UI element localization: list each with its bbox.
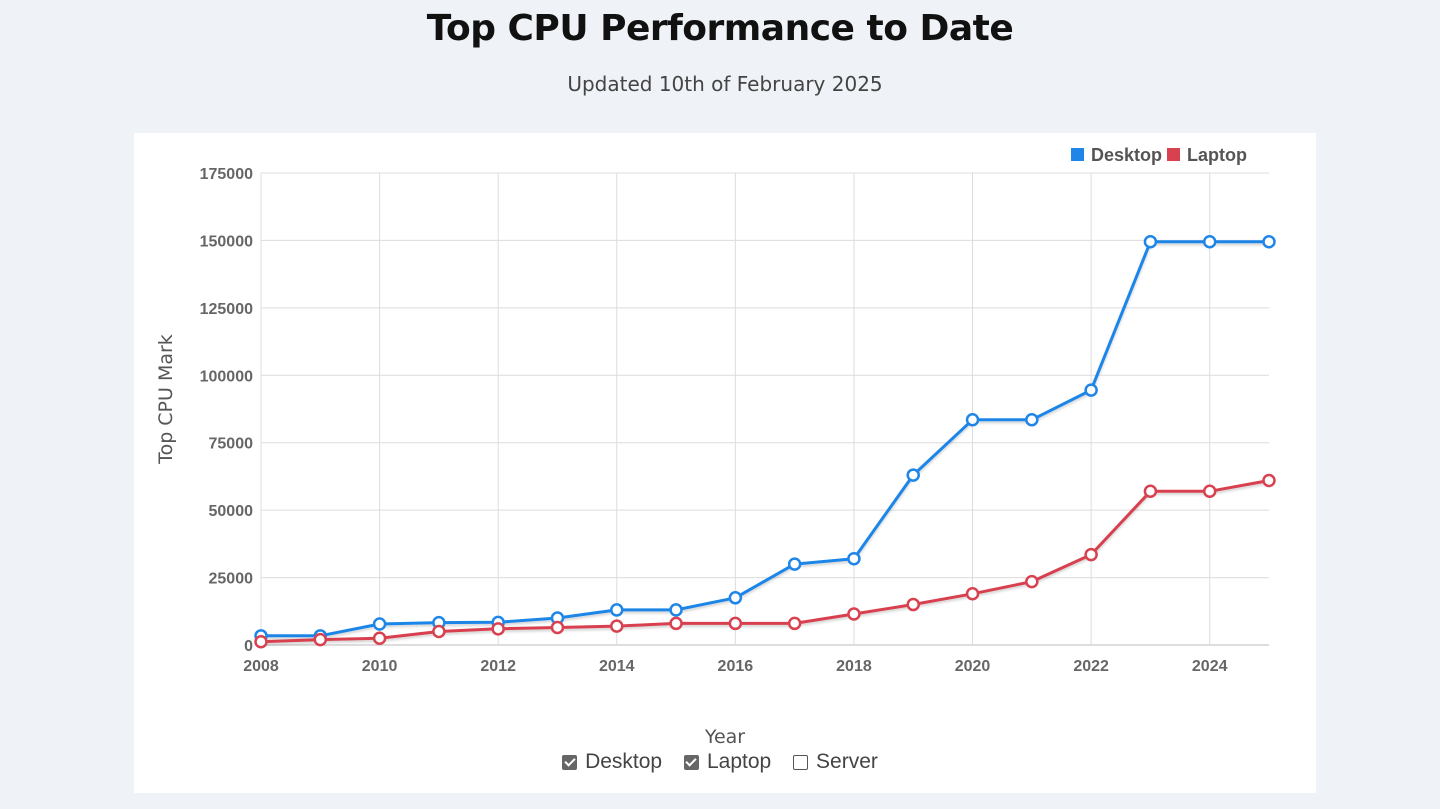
x-tick-label: 2024 bbox=[1192, 658, 1228, 675]
desktop-data-point bbox=[1084, 383, 1098, 397]
desktop-data-point bbox=[847, 551, 861, 566]
laptop-data-point bbox=[610, 619, 624, 633]
filter-desktop-label: Desktop bbox=[585, 750, 663, 773]
series-filter-bar: Desktop Laptop Server bbox=[0, 750, 1440, 776]
series bbox=[254, 235, 1276, 649]
chart-card: 0 25000 50000 75000 100000 125000 150000 175000… bbox=[134, 133, 1316, 793]
filter-server[interactable]: Server bbox=[793, 750, 878, 774]
laptop-data-point bbox=[1084, 547, 1098, 562]
y-tick-label: 175000 bbox=[200, 166, 253, 183]
laptop-data-point bbox=[787, 616, 802, 631]
y-tick-label: 75000 bbox=[209, 436, 254, 453]
laptop-data-point bbox=[432, 624, 446, 639]
desktop-data-point bbox=[787, 557, 802, 571]
laptop-data-point bbox=[728, 616, 743, 631]
desktop-data-point bbox=[610, 603, 624, 617]
x-tick-label: 2010 bbox=[362, 658, 398, 675]
y-axis-title: Top CPU Mark bbox=[155, 334, 177, 465]
y-tick-label: 50000 bbox=[209, 503, 254, 520]
filter-server-label: Server bbox=[816, 750, 878, 773]
laptop-checkbox[interactable] bbox=[683, 754, 699, 770]
x-tick-label: 2008 bbox=[243, 658, 279, 675]
laptop-data-point bbox=[1262, 473, 1276, 488]
grid bbox=[260, 172, 1269, 646]
laptop-data-point bbox=[669, 616, 683, 631]
desktop-data-point bbox=[1262, 235, 1276, 249]
line-chart: 0 25000 50000 75000 100000 125000 150000 175000… bbox=[155, 145, 1276, 748]
desktop-data-point bbox=[1143, 235, 1158, 249]
laptop-data-point bbox=[906, 597, 920, 612]
laptop-data-point bbox=[550, 620, 565, 635]
laptop-series-line bbox=[260, 479, 1270, 644]
desktop-series-line bbox=[261, 240, 1269, 638]
desktop-data-point bbox=[965, 413, 980, 427]
x-axis-title: Year bbox=[704, 726, 745, 748]
filter-laptop[interactable]: Laptop bbox=[683, 750, 772, 774]
y-tick-label: 125000 bbox=[200, 301, 253, 318]
desktop-data-point bbox=[906, 468, 920, 482]
laptop-data-point bbox=[313, 632, 328, 647]
laptop-data-point bbox=[254, 635, 268, 649]
desktop-data-point bbox=[728, 591, 743, 605]
desktop-data-point bbox=[669, 603, 683, 617]
server-checkbox[interactable] bbox=[793, 754, 809, 770]
x-tick-label: 2018 bbox=[836, 658, 872, 675]
legend[interactable]: Desktop Laptop bbox=[1071, 145, 1247, 165]
y-tick-label: 25000 bbox=[209, 571, 254, 588]
laptop-data-point bbox=[491, 622, 505, 636]
laptop-data-point bbox=[965, 587, 980, 601]
laptop-data-point bbox=[372, 631, 387, 646]
y-tick-label: 100000 bbox=[200, 368, 253, 385]
y-tick-label: 150000 bbox=[200, 233, 253, 250]
x-tick-label: 2012 bbox=[480, 658, 516, 675]
legend-label-laptop: Laptop bbox=[1187, 145, 1247, 165]
desktop-data-point bbox=[1202, 235, 1217, 249]
filter-laptop-label: Laptop bbox=[706, 750, 772, 773]
legend-swatch-desktop bbox=[1071, 148, 1084, 161]
legend-label-desktop: Desktop bbox=[1091, 145, 1162, 165]
page-title: Top CPU Performance to Date bbox=[426, 8, 1014, 49]
laptop-data-point bbox=[1025, 574, 1039, 589]
laptop-data-point bbox=[1202, 484, 1217, 499]
desktop-checkbox[interactable] bbox=[562, 754, 578, 770]
x-tick-label: 2022 bbox=[1073, 658, 1109, 675]
axes: 0 25000 50000 75000 100000 125000 150000 175000… bbox=[155, 166, 1228, 748]
x-tick-label: 2020 bbox=[955, 658, 991, 675]
legend-item-laptop[interactable]: Laptop bbox=[1167, 145, 1247, 165]
laptop-data-point bbox=[1143, 484, 1158, 499]
x-tick-label: 2014 bbox=[599, 658, 635, 675]
laptop-data-point bbox=[847, 607, 861, 621]
desktop-data-point bbox=[372, 617, 387, 631]
page-subtitle: Updated 10th of February 2025 bbox=[567, 72, 883, 96]
y-tick-label: 0 bbox=[244, 638, 253, 655]
filter-desktop[interactable]: Desktop bbox=[562, 750, 662, 774]
legend-swatch-laptop bbox=[1167, 148, 1180, 161]
x-tick-label: 2016 bbox=[718, 658, 754, 675]
legend-item-desktop[interactable]: Desktop bbox=[1071, 145, 1162, 165]
desktop-data-point bbox=[1025, 413, 1039, 427]
